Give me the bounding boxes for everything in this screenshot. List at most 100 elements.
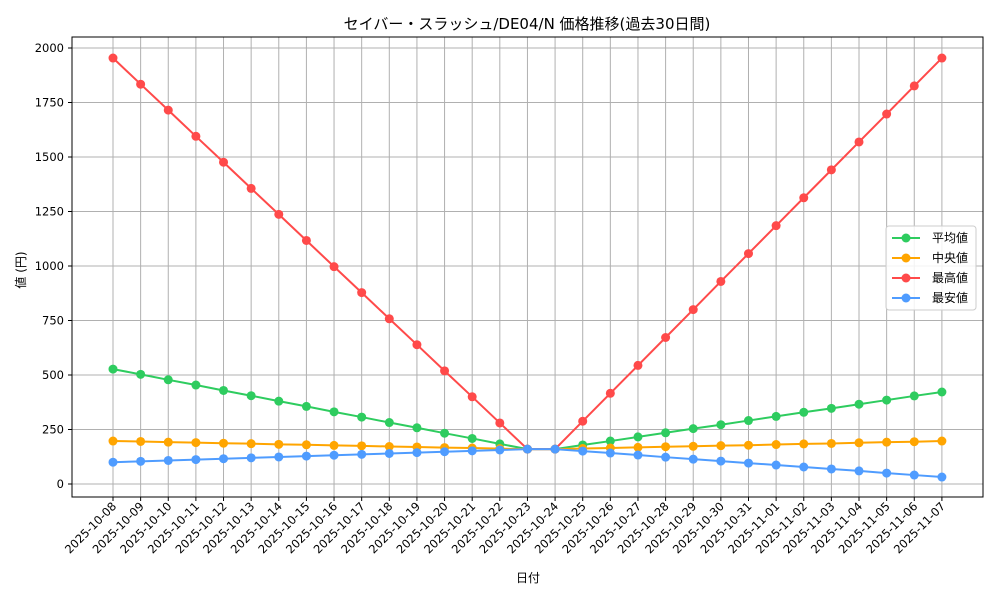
data-point: [937, 387, 947, 397]
data-point: [219, 157, 229, 167]
legend-marker-icon: [901, 293, 911, 303]
data-point: [771, 221, 781, 231]
data-point: [688, 441, 698, 451]
data-point: [909, 437, 919, 447]
data-point: [191, 455, 201, 465]
data-point: [633, 360, 643, 370]
data-point: [163, 375, 173, 385]
data-point: [661, 333, 671, 343]
data-series: [108, 53, 947, 482]
data-point: [301, 235, 311, 245]
data-point: [882, 468, 892, 478]
data-point: [826, 438, 836, 448]
data-point: [246, 391, 256, 401]
data-point: [163, 105, 173, 115]
data-point: [716, 420, 726, 430]
data-point: [246, 439, 256, 449]
data-point: [854, 137, 864, 147]
series-line: [108, 444, 947, 482]
data-point: [108, 457, 118, 467]
data-point: [467, 433, 477, 443]
data-point: [274, 452, 284, 462]
data-point: [495, 445, 505, 455]
data-point: [163, 455, 173, 465]
data-point: [716, 276, 726, 286]
data-point: [191, 131, 201, 141]
data-point: [357, 288, 367, 298]
data-point: [909, 470, 919, 480]
data-point: [163, 437, 173, 447]
data-point: [329, 440, 339, 450]
y-tick-label: 2000: [35, 41, 64, 55]
data-point: [605, 436, 615, 446]
data-point: [329, 407, 339, 417]
series-line: [108, 364, 947, 454]
data-point: [274, 439, 284, 449]
data-point: [219, 385, 229, 395]
data-point: [578, 416, 588, 426]
data-point: [882, 395, 892, 405]
data-point: [522, 444, 532, 454]
y-tick-label: 0: [57, 477, 64, 491]
data-point: [191, 438, 201, 448]
data-point: [136, 369, 146, 379]
data-point: [716, 441, 726, 451]
data-point: [633, 432, 643, 442]
legend-label: 平均値: [932, 230, 968, 245]
data-point: [136, 79, 146, 89]
legend-label: 中央値: [932, 250, 968, 265]
data-point: [937, 53, 947, 63]
data-point: [329, 262, 339, 272]
y-tick-label: 1000: [35, 259, 64, 273]
y-tick-label: 1750: [35, 96, 64, 110]
y-axis-label: 値 (円): [13, 251, 28, 288]
data-point: [661, 452, 671, 462]
data-point: [854, 438, 864, 448]
data-point: [384, 314, 394, 324]
data-point: [743, 458, 753, 468]
data-point: [826, 165, 836, 175]
data-point: [771, 460, 781, 470]
legend-marker-icon: [901, 253, 911, 263]
data-point: [108, 436, 118, 446]
data-point: [771, 440, 781, 450]
data-point: [384, 448, 394, 458]
data-point: [937, 436, 947, 446]
data-point: [854, 466, 864, 476]
data-point: [329, 450, 339, 460]
data-point: [301, 440, 311, 450]
y-axis-ticks: 0 250 500 750 1000 1250 1500 1750 2000: [35, 41, 72, 491]
data-point: [301, 451, 311, 461]
x-axis-ticks: 2025-10-082025-10-092025-10-102025-10-11…: [62, 497, 948, 556]
data-point: [384, 442, 394, 452]
data-point: [246, 453, 256, 463]
legend-label: 最高値: [932, 270, 968, 285]
data-point: [219, 438, 229, 448]
data-point: [743, 440, 753, 450]
data-point: [136, 456, 146, 466]
data-point: [826, 403, 836, 413]
data-point: [882, 437, 892, 447]
data-point: [357, 449, 367, 459]
data-point: [136, 436, 146, 446]
data-point: [799, 193, 809, 203]
data-point: [799, 439, 809, 449]
data-point: [412, 448, 422, 458]
data-point: [495, 418, 505, 428]
data-point: [357, 412, 367, 422]
legend-marker-icon: [901, 233, 911, 243]
data-point: [854, 399, 864, 409]
data-point: [412, 340, 422, 350]
data-point: [937, 472, 947, 482]
y-tick-label: 750: [42, 314, 64, 328]
grid-lines: [72, 37, 983, 497]
data-point: [688, 305, 698, 315]
data-point: [661, 428, 671, 438]
y-tick-label: 1250: [35, 205, 64, 219]
data-point: [246, 183, 256, 193]
y-tick-label: 250: [42, 423, 64, 437]
data-point: [799, 462, 809, 472]
data-point: [633, 442, 643, 452]
